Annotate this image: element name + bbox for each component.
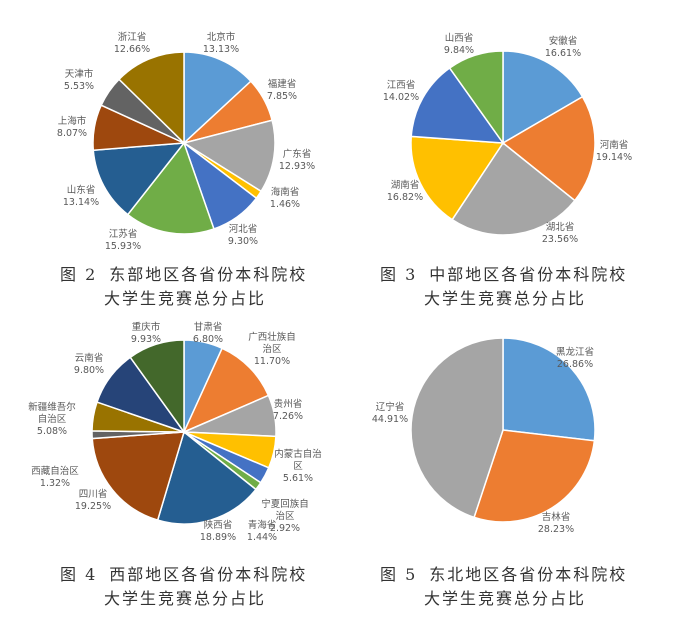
- slice-label: 河南省 19.14%: [596, 139, 632, 163]
- caption-fig5-line1: 东北地区各省份本科院校: [429, 565, 628, 584]
- caption-fig4: 图 4 西部地区各省份本科院校 大学生竞赛总分占比: [60, 563, 307, 611]
- slice-label: 浙江省 12.66%: [114, 31, 150, 55]
- slice-label: 广东省 12.93%: [279, 148, 315, 172]
- pie-slice: [410, 135, 505, 221]
- slice-label: 山西省 9.84%: [444, 32, 474, 56]
- slice-label: 吉林省 28.23%: [538, 511, 574, 535]
- slice-label: 福建省 7.85%: [267, 78, 297, 102]
- pie-slice: [183, 51, 252, 145]
- pie-slice: [410, 66, 505, 144]
- caption-fig4-number: 图 4: [60, 565, 98, 584]
- pie-slice: [126, 141, 215, 235]
- slice-label: 湖北省 23.56%: [542, 221, 578, 245]
- slice-label: 重庆市 9.93%: [131, 321, 161, 345]
- caption-fig5-line2: 大学生竞赛总分占比: [424, 589, 587, 608]
- pie-slice: [182, 347, 270, 434]
- slice-label: 云南省 9.80%: [74, 352, 104, 376]
- pie-slice: [410, 337, 504, 519]
- slice-label: 内蒙古自治区 5.61%: [274, 448, 322, 484]
- pie-slice: [182, 119, 276, 193]
- pie-slice: [451, 141, 576, 236]
- slice-label: 江苏省 15.93%: [105, 228, 141, 252]
- slice-label: 北京市 13.13%: [203, 31, 239, 55]
- caption-fig3-line2: 大学生竞赛总分占比: [424, 289, 587, 308]
- pie-chart-fig4: 甘肃省 6.80% 广西壮族自治区 11.70% 贵州省 7.26% 内蒙古自治区 5.61%…: [28, 321, 322, 543]
- pie-slice: [473, 429, 596, 523]
- pie-slice: [92, 142, 186, 216]
- caption-fig4-line2: 大学生竞赛总分占比: [104, 589, 267, 608]
- slice-label: 安徽省 16.61%: [545, 35, 581, 59]
- slice-label: 上海市 8.07%: [57, 115, 87, 139]
- pie-slice: [156, 430, 257, 525]
- pie-chart-fig3: 安徽省 16.61% 河南省 19.14% 湖北省 23.56% 湖南省 16.82% 江西省 1…: [383, 32, 632, 245]
- slice-label: 西藏自治区 1.32%: [31, 465, 79, 489]
- slice-label: 四川省 19.25%: [75, 488, 111, 512]
- slice-label: 宁夏回族自治区 2.92%: [261, 498, 309, 534]
- caption-fig3-number: 图 3: [380, 265, 418, 284]
- pie-slice: [448, 50, 504, 146]
- caption-fig5-number: 图 5: [380, 565, 418, 584]
- pie-slice: [502, 337, 596, 442]
- caption-fig3: 图 3 中部地区各省份本科院校 大学生竞赛总分占比: [380, 263, 627, 311]
- slice-label: 河北省 9.30%: [228, 223, 258, 247]
- slice-label: 陕西省 18.89%: [200, 519, 236, 543]
- pie-slice: [91, 431, 186, 522]
- slice-label: 辽宁省 44.91%: [372, 401, 408, 425]
- pie-chart-fig2: 北京市 13.13% 福建省 7.85% 广东省 12.93% 海南省 1.46% 河北省 9.3…: [57, 31, 315, 252]
- slice-label: 海南省 1.46%: [270, 186, 300, 210]
- slice-label: 青海省 1.44%: [247, 519, 277, 543]
- caption-fig3-line1: 中部地区各省份本科院校: [429, 265, 628, 284]
- slice-label: 江西省 14.02%: [383, 79, 419, 103]
- caption-fig4-line1: 西部地区各省份本科院校: [109, 565, 308, 584]
- caption-fig5: 图 5 东北地区各省份本科院校 大学生竞赛总分占比: [380, 563, 627, 611]
- pie-slice: [502, 50, 584, 145]
- slice-label: 湖南省 16.82%: [387, 179, 423, 203]
- slice-label: 天津市 5.53%: [64, 68, 94, 92]
- slice-label: 新疆维吾尔自治区 5.08%: [28, 401, 76, 437]
- pie-slice: [129, 339, 185, 435]
- slice-label: 山东省 13.14%: [63, 184, 99, 208]
- slice-label: 贵州省 7.26%: [273, 398, 303, 422]
- pie-chart-fig5: 黑龙江省 26.86% 吉林省 28.23% 辽宁省 44.91%: [372, 337, 596, 535]
- slice-label: 黑龙江省 26.86%: [556, 346, 594, 370]
- caption-fig2-number: 图 2: [60, 265, 98, 284]
- pie-slice: [117, 51, 185, 145]
- slice-label: 甘肃省 6.80%: [193, 321, 223, 345]
- caption-fig2-line1: 东部地区各省份本科院校: [109, 265, 308, 284]
- slice-label: 广西壮族自治区 11.70%: [248, 331, 296, 367]
- caption-fig2-line2: 大学生竞赛总分占比: [104, 289, 267, 308]
- caption-fig2: 图 2 东部地区各省份本科院校 大学生竞赛总分占比: [60, 263, 307, 311]
- pie-slice: [501, 95, 596, 202]
